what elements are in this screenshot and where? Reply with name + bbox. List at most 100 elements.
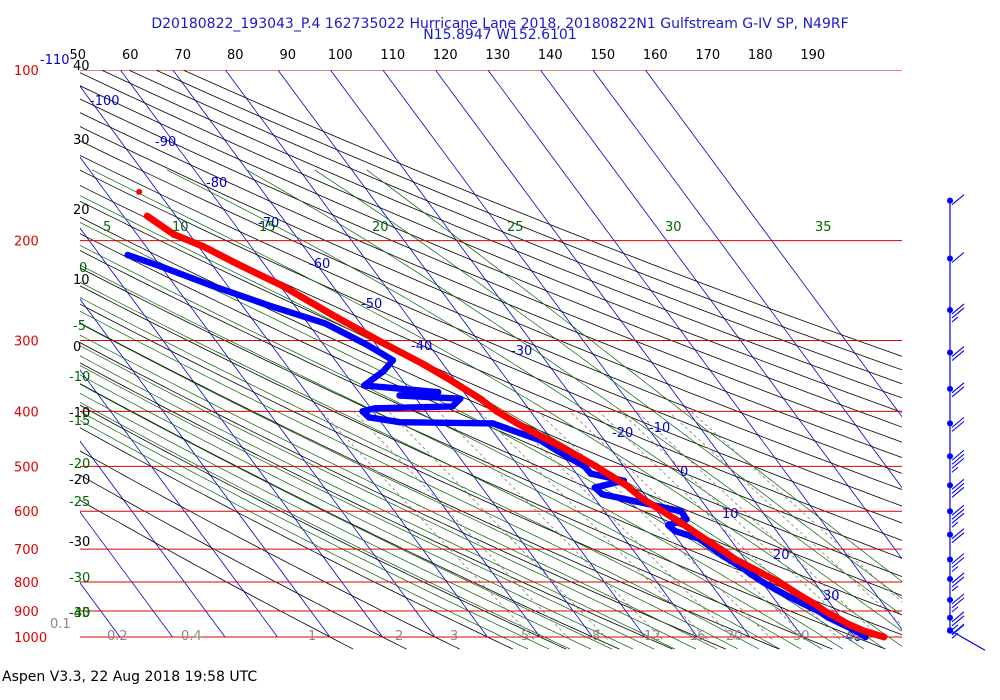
- dewpoint-profile-point: [747, 571, 755, 578]
- dewpoint-profile-point: [434, 388, 442, 396]
- isotherm-line: [277, 70, 698, 638]
- top-axis-tick-label: 110: [380, 48, 405, 63]
- theta-e-label: 5: [103, 220, 111, 235]
- moist-adiabat-line: [80, 345, 697, 650]
- dry-adiabat-line: [80, 383, 620, 650]
- temperature-profile-point: [872, 631, 880, 638]
- dry-adiabat-label: -10: [69, 406, 90, 421]
- isotherm-line: [80, 511, 173, 638]
- dewpoint-profile-point: [677, 508, 685, 515]
- dry-adiabat-line: [80, 450, 460, 650]
- temperature-profile-point: [678, 519, 685, 527]
- temperature-profile-point: [592, 462, 600, 470]
- barb-feather: [951, 420, 965, 432]
- top-axis-tick-label: 50: [70, 48, 87, 63]
- dry-adiabat-label: 0: [73, 340, 81, 355]
- barb-feather: [951, 557, 965, 568]
- temperature-profile-point: [234, 260, 242, 268]
- dewpoint-profile-point: [671, 527, 678, 535]
- barb-feather: [951, 350, 965, 361]
- top-axis-tick-label: 180: [748, 48, 773, 63]
- barb-feather: [951, 572, 965, 584]
- isotherm-label: -10: [649, 421, 670, 436]
- temperature-profile-point: [200, 243, 208, 251]
- moist-adiabat-label: -20: [69, 457, 90, 472]
- barb-feather: [951, 303, 965, 315]
- isotherm-line: [80, 85, 488, 638]
- mixing-ratio-line: [388, 411, 609, 640]
- dewpoint-profile-point: [361, 382, 368, 389]
- mixing-ratio-line: [504, 411, 736, 640]
- barb-feather: [951, 478, 965, 490]
- temperature-profile-point: [476, 395, 484, 403]
- isotherm-label: -30: [511, 344, 532, 359]
- mixing-ratio-line: [667, 411, 902, 626]
- mixing-ratio-label: 0.2: [107, 629, 128, 644]
- temperature-profile-point: [143, 212, 151, 220]
- wind-barbs: [947, 194, 986, 651]
- moist-adiabat-label: -35: [69, 606, 90, 621]
- dewpoint-profile-point: [786, 593, 793, 601]
- dry-adiabat-label: -20: [69, 473, 90, 488]
- moist-adiabat-label: -30: [69, 571, 90, 586]
- pressure-tick-label: 800: [14, 576, 39, 591]
- barb-feather: [951, 553, 965, 564]
- dewpoint-profile-point: [489, 420, 496, 427]
- dry-adiabat-label: -40: [69, 606, 90, 621]
- dewpoint-profile-point: [157, 263, 164, 270]
- moist-adiabat-line: [80, 355, 676, 650]
- barb-feather: [951, 597, 965, 609]
- barb-feather: [951, 504, 965, 516]
- dry-adiabat-line: [80, 285, 886, 650]
- dewpoint-profile-point: [265, 302, 272, 309]
- barb-feather: [951, 382, 965, 394]
- isotherm-line: [487, 70, 902, 631]
- dewpoint-profile-point: [772, 586, 780, 593]
- barb-half-feather: [951, 585, 959, 592]
- isotherm-label: -50: [361, 297, 382, 312]
- top-axis-tick-label: 80: [227, 48, 244, 63]
- temperature-profile-point: [278, 282, 286, 289]
- dewpoint-profile-point: [359, 408, 366, 415]
- dewpoint-profile-point: [591, 484, 598, 491]
- isotherm-line: [120, 70, 541, 638]
- barb-feather: [951, 416, 965, 428]
- dry-adiabat-line: [80, 72, 902, 413]
- isotherm-label: -90: [155, 135, 176, 150]
- isotherm-line: [225, 70, 646, 638]
- temperature-profile-point: [775, 578, 783, 586]
- pressure-tick-label: 600: [14, 505, 39, 520]
- moist-adiabat-line: [80, 374, 634, 650]
- isotherm-line: [80, 369, 278, 638]
- barb-feather: [951, 482, 965, 494]
- isotherm-label: -70: [258, 216, 279, 231]
- temperature-profile-point: [556, 442, 564, 450]
- isotherm-label: -110: [40, 53, 70, 68]
- chart-title-line1: D20180822_193043_P.4 162735022 Hurricane…: [151, 16, 849, 32]
- moist-adiabat-label: -10: [69, 370, 90, 385]
- temperature-profile-point: [717, 545, 725, 553]
- isotherm-line: [80, 298, 331, 638]
- mixing-ratio-label: 20: [726, 629, 743, 644]
- temperature-profile-point: [607, 472, 615, 480]
- dewpoint-profile-point: [371, 405, 379, 412]
- dewpoint-profile-point: [683, 516, 690, 523]
- temperature-profile-point: [328, 311, 336, 318]
- mixing-ratio-label: 5: [521, 629, 529, 644]
- temperature-profile-point: [444, 375, 452, 382]
- barb-feather: [951, 449, 965, 461]
- barb-feather: [951, 486, 965, 498]
- isotherm-line: [645, 70, 902, 418]
- temperature-profile-point: [845, 620, 853, 628]
- barb-feather: [951, 252, 965, 263]
- isotherm-line: [435, 70, 856, 638]
- barb-half-feather: [951, 624, 959, 631]
- dry-adiabat-line: [101, 70, 902, 399]
- theta-e-label: 35: [815, 220, 832, 235]
- pressure-tick-label: 1000: [14, 631, 47, 646]
- barb-feather: [951, 576, 965, 588]
- top-axis-tick-label: 170: [695, 48, 720, 63]
- chart-title-line2: N15.8947 W152.6101: [423, 27, 577, 43]
- dewpoint-profile-point: [363, 341, 370, 348]
- dewpoint-profile-point: [759, 578, 767, 586]
